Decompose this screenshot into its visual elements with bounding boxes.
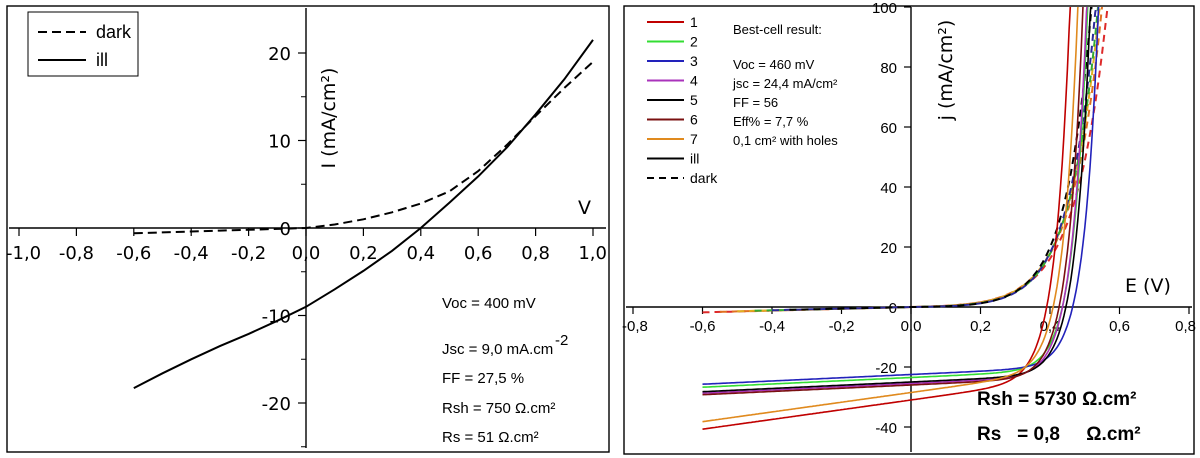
annotation-best-cell: Best-cell result:	[733, 22, 822, 37]
right-y-tick-label: 40	[880, 180, 897, 197]
right-y-tick-label: 20	[880, 240, 897, 257]
right-y-tick-label: 100	[872, 0, 897, 17]
left-x-tick-label: 0,2	[349, 243, 378, 264]
right-outer-frame	[623, 5, 1195, 455]
left-x-tick-label: -0,2	[231, 243, 266, 264]
right-y-tick-label: 0	[889, 300, 897, 317]
left-x-tick-label: -0,8	[59, 243, 94, 264]
annotation-ff-best: FF = 56	[733, 95, 778, 110]
annotation-rs: Rs = 51 Ω.cm²	[442, 429, 539, 446]
right-x-tick-label: -0,6	[690, 318, 716, 335]
annotation-rsh: Rsh = 750 Ω.cm²	[442, 400, 555, 417]
left-legend-box	[27, 11, 139, 77]
left-series	[133, 39, 594, 389]
annotation-jsc: Jsc = 9,0 mA.cm	[442, 341, 553, 358]
right-x-tick-label: -0,8	[622, 318, 648, 335]
left-chart: -1,0 -0,8 -0,6 -0,4 -0,2 0,0 0,2 0,4 0,6 0,8 1,0 20…	[6, 5, 610, 453]
legend-label-dark: dark	[96, 22, 132, 42]
annotation-rsh-best: Rsh = 5730 Ω.cm²	[977, 389, 1136, 410]
right-x-tick-label: 0,2	[970, 318, 991, 335]
left-x-tick-label: -0,6	[116, 243, 151, 264]
left-x-tick-label: -0,4	[174, 243, 209, 264]
right-legend-label-ill: ill	[690, 151, 699, 167]
left-ylabel: I (mA/cm²)	[318, 68, 340, 169]
right-series	[702, 7, 1109, 430]
left-xlabel: V	[578, 197, 591, 219]
left-x-tick-label: 0,6	[464, 243, 493, 264]
right-legend-label-1: 1	[690, 14, 698, 30]
left-y-tick-label: 10	[268, 132, 291, 153]
legend-label-ill: ill	[96, 50, 108, 70]
right-series-6-curve	[702, 7, 1084, 396]
left-y-tick-label: 20	[268, 44, 291, 65]
right-y-tick-label: 80	[880, 60, 897, 77]
right-legend-label-4: 4	[690, 73, 698, 89]
annotation-ff: FF = 27,5 %	[442, 370, 524, 387]
right-x-tick-label: 0,0	[901, 318, 922, 335]
right-dark-2-curve	[719, 7, 1104, 313]
left-y-tick-label: -10	[262, 307, 291, 328]
annotation-jsc-best: jsc = 24,4 mA/cm²	[732, 76, 838, 91]
right-x-tick-label: -0,2	[829, 318, 855, 335]
right-tick-labels: -0,8 -0,6 -0,4 -0,2 0,0 0,2 0,4 0,6 0,8100806040…	[622, 0, 1196, 437]
right-ylabel: j (mA/cm²)	[935, 20, 957, 122]
annotation-voc-best: Voc = 460 mV	[733, 57, 815, 72]
right-legend: 1 2 3 4 5 6 7 ill dark	[647, 14, 718, 186]
right-dark-3-curve	[737, 7, 1101, 313]
right-series-3-curve	[702, 7, 1100, 385]
right-chart: -0,8 -0,6 -0,4 -0,2 0,0 0,2 0,4 0,6 0,8100806040…	[622, 0, 1196, 455]
annotation-eff-best: Eff% = 7,7 %	[733, 114, 809, 129]
left-legend: dark ill	[27, 11, 139, 77]
annotation-rs-best: Rs = 0,8 Ω.cm²	[977, 424, 1141, 445]
right-legend-label-7: 7	[690, 131, 698, 147]
left-series-dark	[133, 61, 594, 235]
annotation-area: 0,1 cm² with holes	[733, 133, 838, 148]
left-x-tick-label: 1,0	[578, 243, 607, 264]
left-x-tick-label: 0,4	[406, 243, 435, 264]
right-series-1-curve	[702, 7, 1072, 430]
left-series-ill	[133, 39, 594, 389]
right-legend-label-6: 6	[690, 112, 698, 128]
right-x-tick-label: 0,6	[1109, 318, 1130, 335]
right-legend-label-5: 5	[690, 92, 698, 108]
left-annotations: Voc = 400 mV Jsc = 9,0 mA.cm -2 FF = 27,…	[442, 295, 568, 446]
right-dark-4-curve	[754, 7, 1100, 312]
right-annotations: Best-cell result: Voc = 460 mV jsc = 24,…	[732, 22, 1141, 445]
left-x-tick-label: 0,0	[292, 243, 321, 264]
right-x-tick-label: 0,8	[1175, 318, 1196, 335]
right-legend-label-2: 2	[690, 34, 698, 50]
annotation-jsc-exponent: -2	[555, 332, 568, 349]
left-plot-frame	[6, 5, 610, 453]
right-y-tick-label: 60	[880, 120, 897, 137]
right-legend-label-dark: dark	[690, 170, 718, 186]
left-x-tick-label: 0,8	[521, 243, 550, 264]
annotation-voc: Voc = 400 mV	[442, 295, 536, 312]
left-tick-labels: -1,0 -0,8 -0,6 -0,4 -0,2 0,0 0,2 0,4 0,6 0,8 1,0 20…	[6, 44, 607, 415]
right-y-tick-label: -40	[875, 420, 897, 437]
right-xlabel: E (V)	[1125, 275, 1171, 297]
right-y-tick-label: -20	[875, 360, 897, 377]
right-dark-6-curve	[789, 7, 1093, 311]
right-x-tick-label: -0,4	[759, 318, 785, 335]
left-y-tick-label: -20	[262, 394, 291, 415]
right-series-7-curve	[702, 7, 1079, 423]
left-y-tick-label: 0	[280, 219, 291, 240]
right-legend-label-3: 3	[690, 53, 698, 69]
right-dark-1-curve	[702, 7, 1109, 314]
left-x-tick-label: -1,0	[6, 243, 41, 264]
